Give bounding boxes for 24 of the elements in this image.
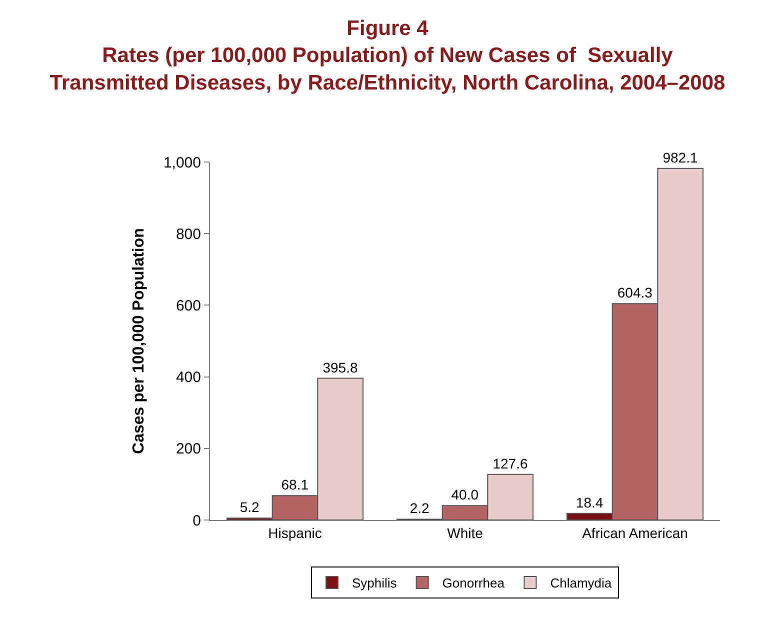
data-label: 127.6 — [492, 455, 528, 472]
legend-label: Syphilis — [352, 576, 398, 591]
x-tick-label: White — [447, 524, 484, 541]
chart-title: Figure 4 — [346, 16, 429, 40]
y-tick-label: 1,000 — [163, 154, 201, 172]
y-axis-title: Cases per 100,000 Population — [130, 228, 148, 454]
x-tick-label: Hispanic — [268, 524, 322, 541]
y-tick-label: 200 — [176, 440, 201, 458]
data-label: 2.2 — [410, 500, 430, 516]
data-label: 18.4 — [576, 494, 604, 510]
chart-subtitle: Rates (per 100,000 Population) of New Cases of Sexually Transmitted Diseases, by Race/Ethnicity, North Carolina, 2004–2008 — [50, 44, 726, 94]
legend-label: Chlamydia — [550, 576, 612, 591]
data-label: 982.1 — [662, 149, 698, 166]
data-label: 395.8 — [322, 359, 358, 376]
data-label: 5.2 — [240, 499, 260, 516]
y-tick-label: 0 — [192, 512, 201, 530]
data-label: 604.3 — [617, 284, 653, 301]
y-tick-label: 400 — [176, 369, 201, 386]
legend-label: Gonorrhea — [442, 576, 506, 591]
x-tick-label: African American — [582, 524, 688, 541]
y-tick-label: 600 — [176, 297, 201, 314]
data-label: 68.1 — [281, 476, 309, 493]
data-label: 40.0 — [451, 486, 479, 503]
y-tick-label: 800 — [176, 226, 201, 243]
